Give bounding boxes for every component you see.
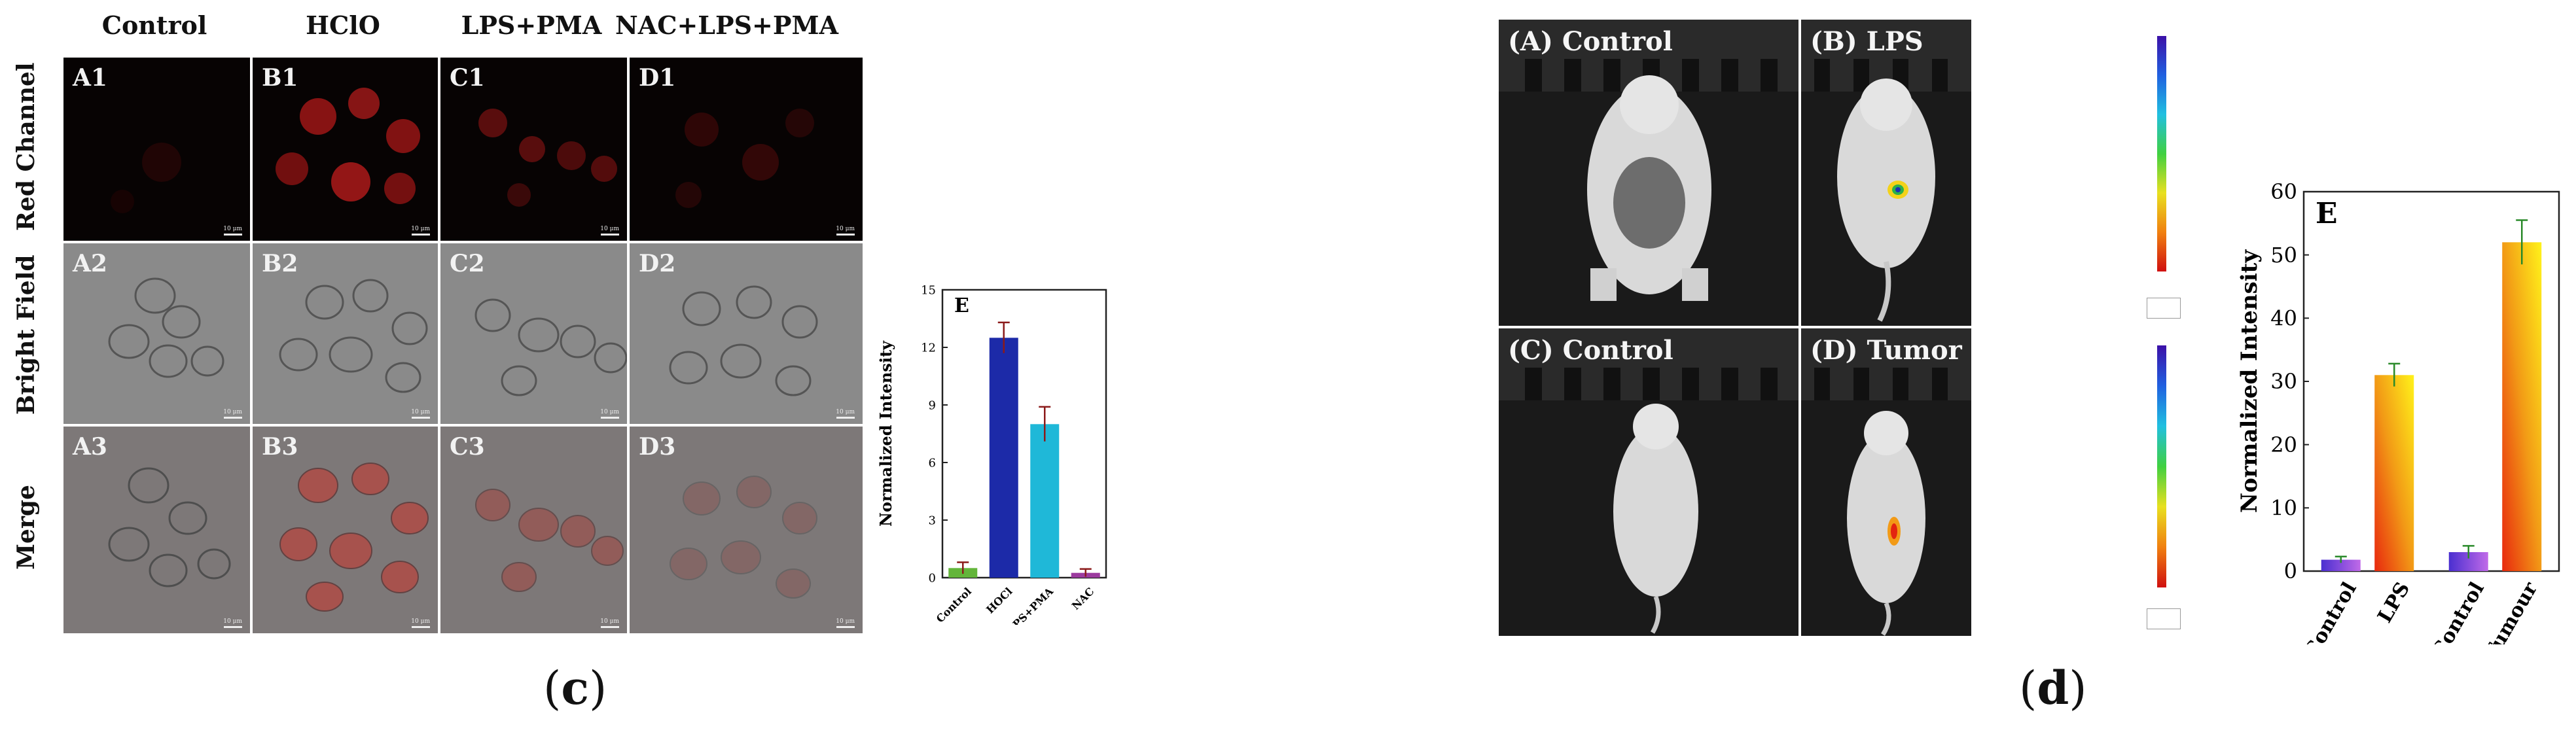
- image-c2: C2 10 μm: [440, 243, 627, 424]
- y-tick-label: 3: [929, 514, 936, 527]
- x-tick-label: LPS: [2373, 578, 2414, 627]
- bar-hocl: [989, 338, 1018, 578]
- col-header-control: Control: [101, 10, 207, 40]
- cell-label: A2: [73, 250, 107, 277]
- color-scale-bar-top: [2157, 36, 2166, 271]
- scale-bar: 10 μm: [223, 618, 242, 628]
- scale-bar: 10 μm: [411, 618, 430, 628]
- cell-label: C2: [450, 250, 485, 277]
- col-header-nac-lps-pma: NAC+LPS+PMA: [615, 10, 838, 40]
- mouse-image-c: (C) Control: [1499, 328, 1798, 636]
- image-d2: D2 10 μm: [630, 243, 863, 424]
- cell-label: B2: [262, 250, 298, 277]
- mouse-label-c: (C) Control: [1508, 335, 1673, 366]
- image-b1: B1 10 μm: [253, 58, 438, 241]
- scale-bar: 10 μm: [600, 618, 619, 628]
- mouse-image-b: (B) LPS: [1801, 20, 1971, 326]
- row-header-red-channel: Red Channel: [12, 62, 40, 231]
- color-scale-legend-top: [2147, 298, 2181, 319]
- y-tick-label: 60: [2270, 179, 2297, 204]
- scale-bar: 10 μm: [836, 618, 855, 628]
- bar-lps: [2374, 375, 2414, 571]
- scale-bar: 10 μm: [836, 409, 855, 419]
- image-c1: C1 10 μm: [440, 58, 627, 241]
- y-tick-label: 50: [2270, 243, 2297, 268]
- cell-label: B1: [262, 64, 298, 92]
- scale-bar: 10 μm: [223, 226, 242, 236]
- color-scale-bar-bottom: [2157, 345, 2166, 587]
- color-scale-legend-bottom: [2147, 608, 2181, 629]
- mouse-image-d: (D) Tumor: [1801, 328, 1971, 636]
- cell-label: A3: [73, 433, 107, 461]
- mouse-label-a: (A) Control: [1508, 26, 1673, 57]
- image-d3: D3 10 μm: [630, 427, 863, 633]
- scale-bar: 10 μm: [411, 409, 430, 419]
- cell-label: A1: [73, 64, 107, 92]
- x-tick-label: Control: [2427, 578, 2489, 644]
- y-tick-label: 0: [2284, 559, 2297, 584]
- cell-label: D3: [639, 433, 676, 461]
- x-tick-label: NAC: [1069, 585, 1097, 612]
- caption-c: (c): [543, 661, 607, 715]
- panel-letter-e: E: [954, 294, 969, 317]
- image-b3: B3 10 μm: [253, 427, 438, 633]
- y-tick-label: 0: [929, 571, 936, 585]
- bar-control: [2321, 559, 2361, 571]
- mouse-label-b: (B) LPS: [1810, 26, 1923, 57]
- y-tick-label: 40: [2270, 306, 2297, 331]
- image-a1: A1 10 μm: [63, 58, 250, 241]
- scale-bar: 10 μm: [836, 226, 855, 236]
- y-axis-label: Normalized Intensity: [876, 340, 895, 527]
- cell-label: B3: [262, 433, 298, 461]
- image-a3: A3 10 μm: [63, 427, 250, 633]
- x-tick-label: Control: [2300, 578, 2361, 644]
- scale-bar: 10 μm: [600, 409, 619, 419]
- mouse-label-d: (D) Tumor: [1810, 335, 1962, 366]
- image-d1: D1 10 μm: [630, 58, 863, 241]
- y-tick-label: 30: [2270, 369, 2297, 394]
- cell-label: C1: [450, 64, 485, 92]
- image-c3: C3 10 μm: [440, 427, 627, 633]
- image-b2: B2 10 μm: [253, 243, 438, 424]
- x-tick-label: Control: [934, 585, 974, 625]
- row-header-merge: Merge: [12, 485, 40, 570]
- scale-bar: 10 μm: [223, 409, 242, 419]
- x-tick-label: LPS+PMA: [1005, 585, 1056, 625]
- y-tick-label: 9: [929, 398, 936, 412]
- bar-lps-pma: [1030, 424, 1060, 578]
- col-header-lps-pma: LPS+PMA: [461, 10, 602, 40]
- y-tick-label: 15: [921, 283, 936, 297]
- plot-frame: [941, 288, 1107, 579]
- caption-d: (d): [2019, 661, 2087, 715]
- cell-label: D1: [639, 64, 676, 92]
- y-axis-label: Normalized Intensity: [2236, 249, 2263, 514]
- cell-label: C3: [450, 433, 485, 461]
- x-tick-label: HOCl: [984, 585, 1014, 616]
- bar-tumour: [2502, 242, 2542, 571]
- row-header-bright-field: Bright Field: [12, 254, 40, 415]
- panel-letter-e: E: [2316, 197, 2338, 230]
- mouse-image-a: (A) Control: [1499, 20, 1798, 326]
- x-tick-label: Tumour: [2480, 578, 2543, 644]
- cell-label: D2: [639, 250, 676, 277]
- y-tick-label: 20: [2270, 432, 2297, 457]
- scale-bar: 10 μm: [411, 226, 430, 236]
- image-a2: A2 10 μm: [63, 243, 250, 424]
- col-header-hclo: HClO: [306, 10, 380, 40]
- y-tick-label: 10: [2270, 496, 2297, 521]
- y-tick-label: 12: [921, 341, 936, 355]
- y-tick-label: 6: [929, 456, 936, 470]
- scale-bar: 10 μm: [600, 226, 619, 236]
